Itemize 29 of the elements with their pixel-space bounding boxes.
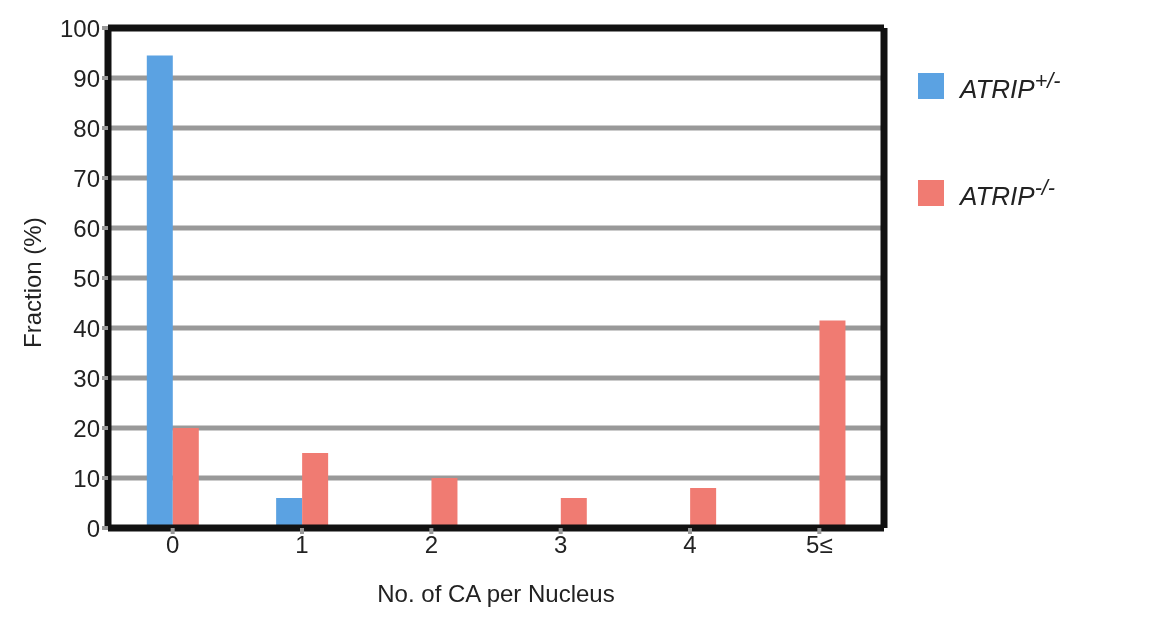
bar <box>172 428 199 528</box>
y-tick-label: 0 <box>86 514 100 542</box>
x-tick-label: 2 <box>424 531 439 559</box>
x-tick-label: 3 <box>553 531 568 559</box>
y-tick-label: 30 <box>73 364 100 392</box>
y-tick-label: 50 <box>73 264 100 292</box>
y-tick-label: 100 <box>59 14 100 42</box>
y-tick-label: 80 <box>73 114 100 142</box>
bar <box>560 498 587 528</box>
y-axis-title: Fraction (%) <box>18 217 46 348</box>
bar <box>276 498 303 528</box>
x-tick-label: 0 <box>165 531 180 559</box>
legend-label: ATRIP$^{-/-}$ <box>960 174 1056 212</box>
legend-label: ATRIP$^{+/-}$ <box>960 68 1061 105</box>
x-tick-label: 1 <box>295 531 309 559</box>
y-tick-label: 70 <box>73 164 100 192</box>
bar <box>819 320 846 528</box>
y-tick-label: 90 <box>73 64 100 92</box>
y-tick-label: 40 <box>73 314 100 342</box>
bar <box>302 453 329 528</box>
y-tick-label: 10 <box>73 464 100 492</box>
bar <box>431 478 458 528</box>
x-tick-label: 4 <box>683 531 697 559</box>
x-tick-label: 5≤ <box>806 531 833 559</box>
bar <box>690 488 717 528</box>
x-axis-title: No. of CA per Nucleus <box>377 580 615 607</box>
y-tick-label: 20 <box>73 414 100 442</box>
y-tick-label: 60 <box>73 214 100 242</box>
bar <box>146 55 173 528</box>
